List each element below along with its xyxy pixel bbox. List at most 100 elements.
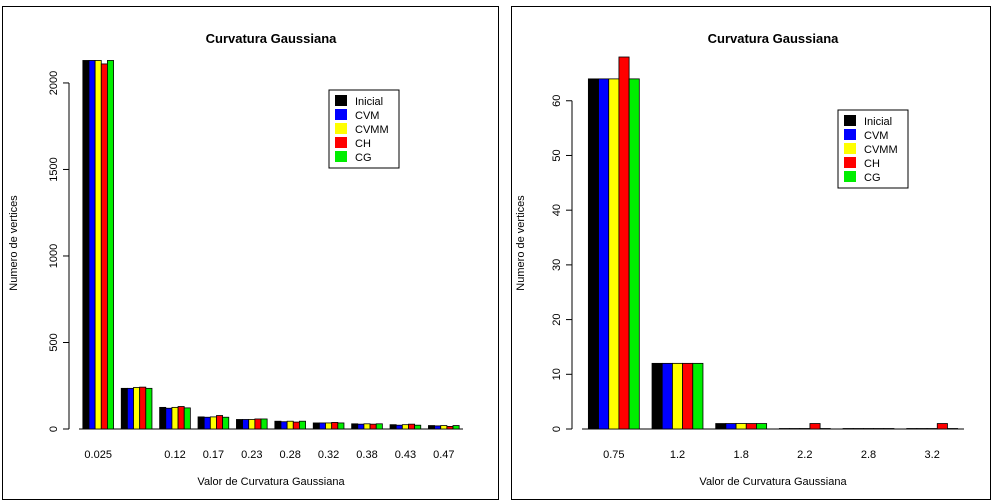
left-bar-inicial-9 [428, 425, 435, 430]
right-bar-cvmm-0 [608, 78, 620, 430]
left-bar-ch-5 [292, 421, 300, 430]
right-title: Curvatura Gaussiana [708, 31, 840, 46]
right-bar-cvm-3 [789, 428, 801, 430]
left-bar-cvm-0 [88, 60, 96, 430]
right-legend-label-cvmm: CVMM [864, 144, 898, 156]
right-bar-ch-5 [936, 423, 948, 430]
right-legend-swatch-cvmm [844, 143, 856, 154]
left-bar-cg-6 [337, 422, 345, 430]
right-bar-ch-1 [682, 362, 694, 430]
left-x-tick-label-4: 0.23 [241, 449, 262, 461]
left-bar-cvmm-5 [286, 420, 294, 430]
right-legend-label-ch: CH [864, 158, 880, 170]
left-bar-inicial-7 [351, 423, 359, 430]
chart-left-svg: Curvatura Gaussiana Valor de Curvatura Ga… [8, 31, 463, 488]
left-bar-ch-1 [139, 386, 147, 430]
left-legend: Inicial CVM CVMM CH CG [328, 89, 400, 169]
right-legend-swatch-inicial [844, 115, 856, 126]
chart-right-svg: Curvatura Gaussiana Valor de Curvatura Ga… [515, 31, 964, 488]
right-y-tick-label-0: 0 [551, 426, 563, 432]
right-bar-cvmm-2 [735, 423, 747, 430]
left-bar-inicial-3 [197, 416, 205, 430]
left-bar-ch-8 [408, 423, 416, 430]
right-bar-ch-4 [873, 428, 885, 430]
right-bar-ch-2 [745, 423, 757, 430]
left-bar-cvmm-1 [133, 387, 141, 430]
left-x-tick-label-0: 0.025 [84, 449, 112, 461]
left-bar-ch-7 [369, 423, 377, 430]
left-legend-swatch-inicial [335, 95, 347, 106]
right-bar-cvmm-1 [672, 362, 683, 430]
left-y-tick-label-4: 2000 [48, 71, 60, 95]
right-bar-ch-3 [809, 423, 821, 430]
left-bar-inicial-4 [236, 419, 243, 430]
right-bar-inicial-0 [587, 78, 599, 430]
right-bar-cvm-2 [725, 423, 737, 430]
right-legend-label-cg: CG [864, 172, 881, 184]
left-x-tick-label-2: 0.12 [164, 449, 185, 461]
right-bar-cg-3 [819, 428, 831, 430]
right-legend-swatch-cvm [844, 129, 856, 140]
left-bar-cg-0 [107, 60, 114, 430]
left-y-tick-label-1: 500 [48, 333, 60, 351]
right-bar-ch-0 [618, 56, 630, 430]
right-bar-inicial-4 [842, 428, 854, 430]
right-bar-inicial-5 [906, 428, 918, 430]
left-bar-inicial-6 [312, 422, 320, 430]
left-legend-label-cg: CG [355, 152, 372, 164]
left-bar-cvm-3 [203, 416, 211, 430]
left-x-tick-label-5: 0.28 [279, 449, 300, 461]
right-bar-cg-2 [756, 423, 768, 430]
right-y-tick-label-2: 20 [551, 313, 563, 325]
left-bar-cvm-4 [242, 419, 250, 430]
right-x-tick-label-5: 3.2 [925, 449, 940, 461]
left-bar-cg-8 [414, 424, 422, 430]
left-bar-cg-2 [183, 407, 191, 430]
left-x-tick-label-8: 0.43 [395, 449, 416, 461]
right-legend: Inicial CVM CVMM CH CG [837, 109, 909, 189]
right-y-tick-label-6: 60 [551, 95, 563, 107]
left-legend-label-cvm: CVM [355, 110, 379, 122]
left-bar-cg-7 [375, 423, 383, 430]
left-bar-cg-5 [299, 420, 306, 430]
left-bar-cg-4 [260, 418, 268, 430]
right-bar-cg-5 [947, 428, 959, 430]
right-legend-swatch-cg [844, 171, 856, 182]
left-bar-ch-2 [177, 406, 185, 430]
chart-panel-left: Curvatura Gaussiana Valor de Curvatura Ga… [2, 6, 499, 500]
right-x-axis-label: Valor de Curvatura Gaussiana [699, 476, 847, 488]
right-bar-inicial-1 [651, 362, 663, 430]
right-x-tick-label-3: 2.2 [797, 449, 812, 461]
right-y-axis-label: Numero de vertices [515, 195, 527, 291]
chart-panel-right: Curvatura Gaussiana Valor de Curvatura Ga… [511, 6, 991, 500]
right-bar-cg-1 [692, 362, 704, 430]
right-bar-cvmm-3 [799, 428, 811, 430]
right-legend-label-inicial: Inicial [864, 116, 892, 128]
right-bar-cvm-1 [661, 362, 673, 430]
left-bar-cvmm-9 [440, 425, 448, 430]
right-y-tick-label-1: 10 [551, 368, 563, 380]
left-legend-label-cvmm: CVMM [355, 124, 389, 136]
left-bar-cvm-6 [318, 422, 326, 430]
left-x-tick-label-9: 0.47 [433, 449, 454, 461]
left-bar-cvmm-8 [401, 424, 409, 430]
left-legend-label-inicial: Inicial [355, 96, 383, 108]
left-bar-cvmm-0 [94, 60, 102, 430]
right-bar-cvmm-5 [926, 428, 938, 430]
left-bar-cvm-1 [126, 387, 134, 430]
left-legend-swatch-ch [335, 137, 347, 148]
right-bar-cg-0 [628, 78, 640, 430]
left-bar-cvm-7 [357, 423, 365, 430]
left-x-tick-label-7: 0.38 [356, 449, 377, 461]
left-x-tick-label-3: 0.17 [203, 449, 224, 461]
left-bar-ch-0 [100, 63, 108, 430]
left-bar-cvmm-2 [171, 406, 179, 430]
right-bar-cg-4 [883, 428, 895, 430]
right-legend-swatch-ch [844, 157, 856, 168]
left-bar-inicial-2 [159, 406, 167, 430]
right-bar-inicial-2 [715, 423, 727, 430]
left-bar-cvmm-3 [209, 416, 217, 430]
left-bar-ch-6 [331, 422, 339, 430]
left-legend-swatch-cvm [335, 109, 347, 120]
left-bar-cg-3 [222, 416, 230, 430]
